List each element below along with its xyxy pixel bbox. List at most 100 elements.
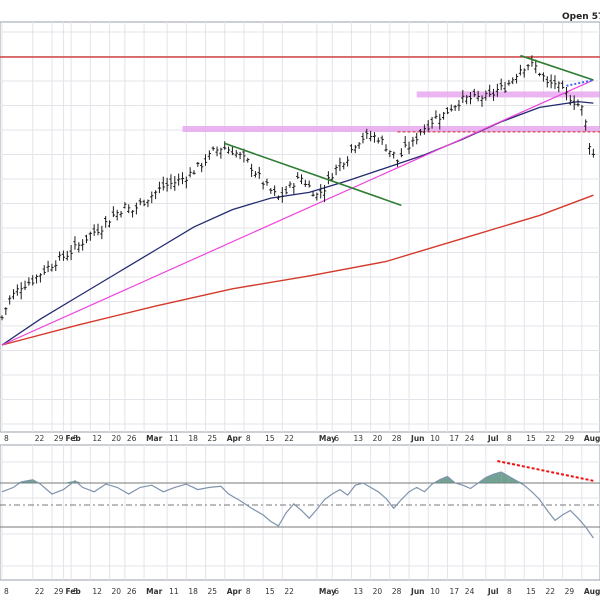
- resistance-zone: [416, 91, 600, 98]
- price-bar: [226, 146, 231, 154]
- x-tick-label-top: 13: [353, 434, 363, 443]
- price-bar: [468, 91, 473, 105]
- x-tick-label-top: 20: [373, 434, 383, 443]
- price-bar: [384, 144, 388, 152]
- price-bar: [418, 128, 423, 136]
- price-bar: [200, 162, 204, 173]
- x-tick-label-top: 22: [545, 434, 555, 443]
- price-bar: [392, 151, 396, 159]
- x-tick-label-bottom: Jun: [410, 587, 424, 596]
- x-tick-label-bottom: 22: [545, 587, 555, 596]
- oscillator-panel-frame: [0, 444, 600, 581]
- price-bar: [522, 68, 526, 78]
- x-tick-label-bottom: 29: [54, 587, 64, 596]
- price-bar: [564, 86, 569, 101]
- green-trendline: [520, 54, 594, 81]
- price-bar: [81, 239, 85, 251]
- price-bar: [230, 145, 234, 156]
- price-bar: [388, 150, 392, 158]
- price-bar: [146, 199, 150, 208]
- price-bar: [399, 148, 403, 158]
- price-bar: [123, 202, 127, 209]
- x-tick-label-bottom: 20: [112, 587, 122, 596]
- x-tick-label-bottom: 22: [35, 587, 45, 596]
- x-tick-label-bottom: Jul: [487, 587, 499, 596]
- price-bar: [445, 107, 450, 115]
- x-tick-label-bottom: 8: [4, 587, 9, 596]
- price-bar: [342, 162, 346, 170]
- price-bar: [326, 171, 330, 185]
- osc-overbought-fill: [485, 474, 494, 483]
- x-tick-label-top: 22: [35, 434, 45, 443]
- x-tick-label-top: 29: [565, 434, 575, 443]
- price-bar: [88, 231, 92, 241]
- price-bar: [549, 74, 553, 89]
- price-bar: [572, 95, 576, 110]
- price-bar: [173, 176, 177, 191]
- price-bar: [142, 199, 146, 207]
- price-bar: [84, 234, 89, 244]
- x-tick-label-top: 24: [465, 434, 475, 443]
- price-bar: [288, 181, 292, 188]
- x-tick-label-top: 28: [392, 434, 402, 443]
- price-bar: [426, 120, 430, 132]
- x-tick-label-top: Apr: [227, 434, 242, 443]
- price-bar: [77, 242, 81, 253]
- price-bar: [576, 99, 580, 107]
- x-tick-label-bottom: 24: [465, 587, 475, 596]
- price-bar: [349, 144, 354, 153]
- price-bar: [31, 275, 35, 286]
- price-bar: [472, 88, 476, 97]
- price-bar: [188, 167, 192, 178]
- x-tick-label-bottom: 10: [430, 587, 440, 596]
- price-bar: [127, 204, 131, 214]
- price-bar: [338, 157, 342, 172]
- price-bar: [557, 81, 561, 93]
- price-bar: [518, 64, 522, 76]
- price-bar: [269, 187, 273, 194]
- x-tick-label-top: 8: [507, 434, 512, 443]
- magenta-trendline: [1, 79, 594, 346]
- x-tick-label-top: 15: [265, 434, 275, 443]
- price-bar: [499, 78, 503, 91]
- x-tick-label-bottom: 20: [373, 587, 383, 596]
- price-bar: [11, 289, 16, 300]
- price-bar: [96, 223, 100, 236]
- price-bar: [261, 181, 265, 190]
- x-tick-label-bottom: 22: [284, 587, 294, 596]
- price-bar: [223, 141, 227, 150]
- x-tick-label-bottom: 6: [334, 587, 339, 596]
- x-tick-label-bottom: 15: [526, 587, 536, 596]
- price-bar: [580, 104, 584, 116]
- x-tick-label-top: 26: [127, 434, 137, 443]
- price-bar: [234, 150, 238, 158]
- price-bar: [296, 172, 300, 179]
- price-bar: [138, 198, 142, 206]
- price-bar: [507, 79, 511, 86]
- price-bar: [315, 192, 319, 201]
- price-bar: [161, 176, 165, 191]
- price-bar: [561, 80, 565, 89]
- price-bar: [38, 273, 42, 283]
- x-tick-label-top: 25: [208, 434, 218, 443]
- price-bar: [584, 119, 588, 131]
- price-bar: [480, 95, 484, 107]
- price-bar: [27, 277, 31, 286]
- price-bar: [403, 136, 407, 148]
- price-bar: [415, 132, 419, 145]
- ma-long-line: [1, 194, 594, 346]
- price-bar: [169, 174, 173, 190]
- price-bar: [130, 210, 135, 218]
- price-bar: [8, 295, 12, 305]
- price-bar: [457, 99, 461, 111]
- price-bar: [284, 185, 288, 195]
- price-bar: [58, 251, 62, 261]
- price-bar: [395, 159, 400, 167]
- price-bar: [192, 170, 196, 175]
- price-bar: [257, 166, 261, 179]
- price-bar: [196, 161, 200, 167]
- x-tick-label-top: Mar: [146, 434, 163, 443]
- x-tick-label-bottom: 25: [208, 587, 218, 596]
